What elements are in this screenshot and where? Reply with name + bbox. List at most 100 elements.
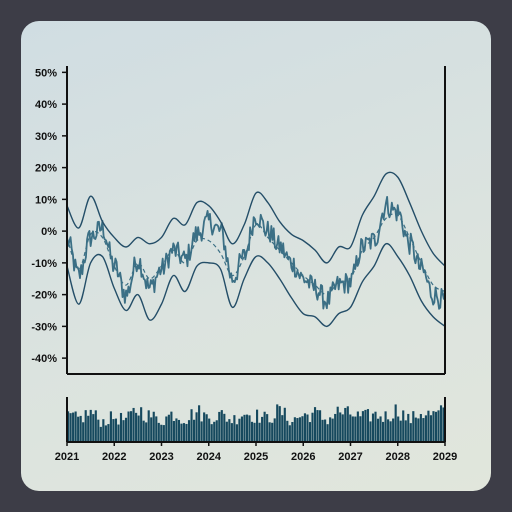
volume-bar bbox=[253, 422, 256, 442]
volume-bar bbox=[190, 409, 193, 442]
volume-bar bbox=[72, 412, 75, 442]
series-line-dashed-trend bbox=[66, 213, 446, 296]
volume-bar bbox=[94, 410, 97, 442]
volume-bar bbox=[437, 410, 440, 442]
volume-bar bbox=[87, 415, 90, 442]
volume-bar bbox=[193, 419, 196, 442]
x-tick-label: 2029 bbox=[433, 451, 457, 463]
volume-bar bbox=[404, 420, 407, 442]
x-tick-label: 2023 bbox=[149, 451, 173, 463]
volume-bar bbox=[109, 411, 112, 442]
x-tick-label: 2022 bbox=[102, 451, 126, 463]
volume-bar bbox=[434, 411, 438, 442]
volume-bar bbox=[124, 417, 128, 442]
volume-bar bbox=[182, 423, 186, 442]
volume-bar bbox=[104, 425, 107, 442]
volume-bar bbox=[376, 418, 380, 442]
volume-bar bbox=[341, 414, 344, 442]
volume-bar bbox=[130, 411, 133, 442]
volume-bar bbox=[261, 416, 264, 442]
volume-bar bbox=[412, 411, 415, 442]
y-tick-label: 10% bbox=[35, 194, 57, 206]
volume-bar bbox=[369, 421, 372, 442]
volume-bar bbox=[142, 420, 145, 442]
volume-bar bbox=[397, 416, 400, 442]
x-axis-ticks: 2021 2022 2023 2024 2025 2026 2027 2028 2029 bbox=[55, 442, 457, 463]
x-tick-label: 2021 bbox=[55, 451, 79, 463]
volume-bar bbox=[359, 416, 362, 442]
volume-bars bbox=[67, 404, 445, 442]
volume-bar bbox=[157, 422, 160, 442]
volume-bar bbox=[361, 411, 364, 442]
volume-bar bbox=[374, 411, 377, 442]
volume-bar bbox=[382, 421, 385, 442]
volume-bar bbox=[276, 404, 279, 442]
volume-bar bbox=[245, 414, 249, 442]
volume-bar bbox=[319, 410, 322, 442]
volume-bar bbox=[334, 413, 337, 442]
volume-bar bbox=[97, 419, 100, 442]
volume-bar bbox=[150, 417, 153, 442]
volume-bar bbox=[137, 415, 140, 442]
volume-bar bbox=[195, 412, 198, 442]
volume-bar bbox=[326, 424, 329, 442]
x-tick-label: 2024 bbox=[197, 451, 222, 463]
volume-bar bbox=[117, 424, 120, 442]
y-tick-label: 50% bbox=[35, 67, 57, 79]
volume-bar bbox=[230, 423, 233, 442]
volume-bar bbox=[414, 417, 417, 442]
x-tick-label: 2026 bbox=[291, 451, 315, 463]
volume-bar bbox=[170, 411, 173, 442]
volume-bar bbox=[122, 420, 125, 442]
volume-bar bbox=[306, 414, 309, 442]
volume-bar bbox=[371, 413, 375, 442]
series-line-solid-noisy bbox=[66, 195, 446, 310]
volume-bar bbox=[167, 414, 170, 442]
volume-bar bbox=[354, 416, 357, 442]
volume-bar bbox=[439, 405, 443, 442]
volume-bar bbox=[220, 410, 223, 442]
volume-bar bbox=[256, 409, 259, 442]
volume-bar bbox=[424, 415, 427, 442]
volume-bar bbox=[99, 426, 102, 442]
volume-bar bbox=[291, 422, 294, 442]
volume-bar bbox=[208, 418, 211, 442]
volume-bar bbox=[321, 419, 324, 442]
volume-bar bbox=[281, 415, 284, 442]
volume-bar bbox=[293, 417, 296, 442]
volume-bar bbox=[324, 419, 327, 442]
volume-bar bbox=[102, 419, 105, 442]
y-tick-label: 0% bbox=[41, 226, 57, 238]
volume-bar bbox=[402, 410, 405, 442]
volume-bar bbox=[223, 413, 226, 442]
volume-plot: 2021 2022 2023 2024 2025 2026 2027 2028 2029 bbox=[55, 397, 457, 463]
volume-bar bbox=[387, 419, 390, 442]
x-tick-label: 2028 bbox=[386, 451, 410, 463]
volume-bar bbox=[329, 417, 332, 442]
y-tick-label: -40% bbox=[31, 353, 57, 365]
volume-bar bbox=[278, 406, 281, 442]
y-axis-ticks: 50% 40% 30% 20% 10% 0% -10% -20% -30% -40% bbox=[31, 67, 67, 365]
volume-bar bbox=[79, 415, 82, 442]
volume-bar bbox=[112, 419, 115, 442]
volume-bar bbox=[185, 423, 188, 442]
volume-bar bbox=[422, 418, 425, 442]
volume-bar bbox=[160, 424, 163, 442]
volume-bar bbox=[155, 416, 158, 442]
volume-bar bbox=[409, 423, 412, 442]
volume-bar bbox=[286, 420, 289, 442]
volume-bar bbox=[127, 411, 130, 442]
volume-bar bbox=[263, 411, 266, 442]
volume-bar bbox=[356, 411, 359, 442]
volume-bar bbox=[107, 424, 110, 442]
main-series-group bbox=[66, 171, 446, 328]
volume-bar bbox=[331, 418, 334, 442]
volume-bar bbox=[419, 414, 422, 442]
y-tick-label: 20% bbox=[35, 163, 57, 175]
volume-bar bbox=[187, 420, 191, 442]
volume-bar bbox=[442, 407, 445, 442]
volume-bar bbox=[344, 407, 347, 442]
volume-bar bbox=[427, 410, 430, 442]
chart-svg: 50%40%30%20%10%0%-10%-20%-30%-40% 2021 20… bbox=[31, 66, 457, 463]
volume-bar bbox=[74, 411, 77, 442]
